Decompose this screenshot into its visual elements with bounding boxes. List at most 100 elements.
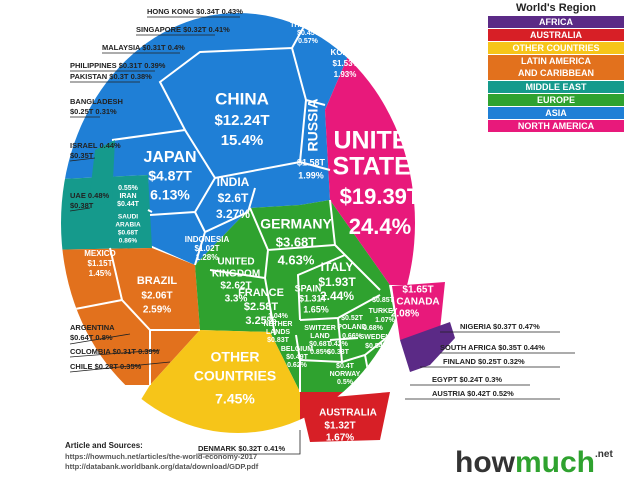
cell-share: 24.4% (349, 214, 411, 239)
cell-value: $0.85T (372, 297, 395, 304)
cell-value: $0.49T (286, 354, 309, 361)
callout-label: SOUTH AFRICA $0.35T 0.44% (440, 343, 545, 352)
cell-value: $4.87T (148, 168, 192, 184)
legend-label: LATIN AMERICA (521, 56, 591, 66)
legend-swatch (488, 29, 624, 41)
cell-value: $0.68T (309, 341, 332, 348)
cell-name: BRAZIL (137, 275, 178, 287)
cell-value: $19.39T (340, 184, 421, 209)
cell-share: 0.68% (363, 325, 384, 332)
cell-share: 0.42% (328, 341, 349, 348)
legend-label: AND CARIBBEAN (518, 68, 594, 78)
brand-first: how (455, 446, 516, 479)
cell-share: 0.55% (118, 185, 139, 192)
cell-name: INDONESIA (185, 235, 230, 244)
cell-name: CANADA (396, 297, 439, 308)
cell-name: BELGIUM (281, 346, 313, 353)
cell-name: RUSSIA (305, 99, 321, 152)
cell-share: 2.44% (320, 289, 354, 303)
cell-share: 15.4% (221, 132, 264, 149)
cell-value: $1.65T (402, 285, 433, 296)
cell-value: $2.62T (220, 281, 251, 292)
brand-suffix: .net (595, 449, 613, 460)
middle-east-region (61, 175, 152, 250)
cell-value: $0.52T (341, 315, 364, 322)
legend-swatch (488, 107, 624, 119)
callout-label: CHILE $0.28T 0.35% (70, 362, 142, 371)
cell-name: ITALY (321, 260, 354, 274)
canada-extension (392, 282, 445, 340)
callout-label: PAKISTAN $0.3T 0.38% (70, 72, 152, 81)
legend-label: AUSTRALIA (530, 30, 582, 40)
australia-extension (300, 392, 390, 442)
cell-name: UNITED (217, 257, 254, 268)
callout-label: PHILIPPINES $0.31T 0.39% (70, 61, 166, 70)
cell-share: 1.99% (298, 170, 324, 180)
cell-value: $1.93T (318, 275, 356, 289)
cell-value: $0.68T (118, 230, 138, 237)
source-link: http://databank.worldbank.org/data/downl… (65, 462, 259, 471)
cell-value: $0.33T (327, 349, 350, 356)
cell-name: POLAND (337, 324, 367, 331)
callout-label: $0.38T (70, 201, 94, 210)
callout-label: AUSTRIA $0.42T 0.52% (432, 389, 514, 398)
cell-share: 2.08% (391, 309, 419, 320)
callout-label: $0.25T 0.31% (70, 107, 117, 116)
cell-value: $2.06T (141, 291, 172, 302)
cell-value: $0.4T (336, 363, 355, 370)
callout-label: ISRAEL 0.44% (70, 141, 121, 150)
cell-name: KINGDOM (212, 269, 260, 280)
legend-swatch (488, 16, 624, 28)
callout-label: DENMARK $0.32T 0.41% (198, 444, 285, 453)
cell-share: 3.27% (216, 207, 250, 221)
cell-value: $0.44T (117, 201, 140, 208)
cell-share: 3.25% (245, 315, 276, 327)
callout-label: $0.35T (70, 151, 94, 160)
europe-region (195, 200, 400, 392)
cell-share: 7.45% (215, 391, 255, 407)
cell-value: $1.31T (299, 293, 328, 303)
cell-value: $0.83T (267, 337, 290, 344)
source-link: https://howmuch.net/articles/the-world-e… (65, 452, 257, 461)
legend-label: NORTH AMERICA (518, 121, 595, 131)
cell-share: 4.63% (278, 252, 315, 267)
cell-share: 1.93% (334, 70, 357, 79)
cell-name: JAPAN (143, 149, 196, 166)
cell-share: 0.57% (298, 38, 319, 45)
cell-share: 1.07% (375, 317, 396, 324)
callout-label: SINGAPORE $0.32T 0.41% (136, 25, 230, 34)
brand-second: much (515, 446, 595, 479)
cell-value: $1.15T (88, 259, 113, 268)
asia-region (61, 13, 372, 265)
callout-label: HONG KONG $0.34T 0.43% (147, 7, 243, 16)
cell-name: INDIA (217, 175, 250, 189)
cell-share: 0.86% (119, 238, 138, 245)
cell-value: $1.32T (324, 421, 355, 432)
cell-value: $1.53T (333, 59, 358, 68)
cell-name: COUNTRIES (194, 368, 276, 384)
legend-swatch (488, 94, 624, 106)
legend-swatch (488, 42, 624, 54)
legend-label: EUROPE (537, 95, 575, 105)
cell-name: UNITED (333, 127, 426, 155)
cell-share: 1.28% (196, 253, 219, 262)
callout-label: EGYPT $0.24T 0.3% (432, 375, 502, 384)
cell-name: GERMANY (260, 216, 332, 232)
callout-label: ARGENTINA (70, 323, 115, 332)
north-america-region (325, 13, 415, 285)
africa-stubs (400, 322, 455, 372)
cell-name: NORWAY (330, 371, 361, 378)
cell-share: 0.5% (337, 379, 354, 386)
cell-name: NETHER (264, 321, 293, 328)
cell-name: FRANCE (238, 287, 284, 299)
cell-value: $2.6T (218, 191, 249, 205)
cell-name: OTHER (211, 349, 260, 365)
brand: howmuch.net (455, 446, 613, 479)
legend-swatch (488, 120, 624, 132)
cell-share: 3.3% (225, 294, 248, 305)
cell-share: 1.45% (89, 269, 112, 278)
cell-name: SOUTH (331, 37, 359, 46)
cell-share: 0.62% (287, 362, 308, 369)
callout-label: UAE 0.48% (70, 191, 110, 200)
